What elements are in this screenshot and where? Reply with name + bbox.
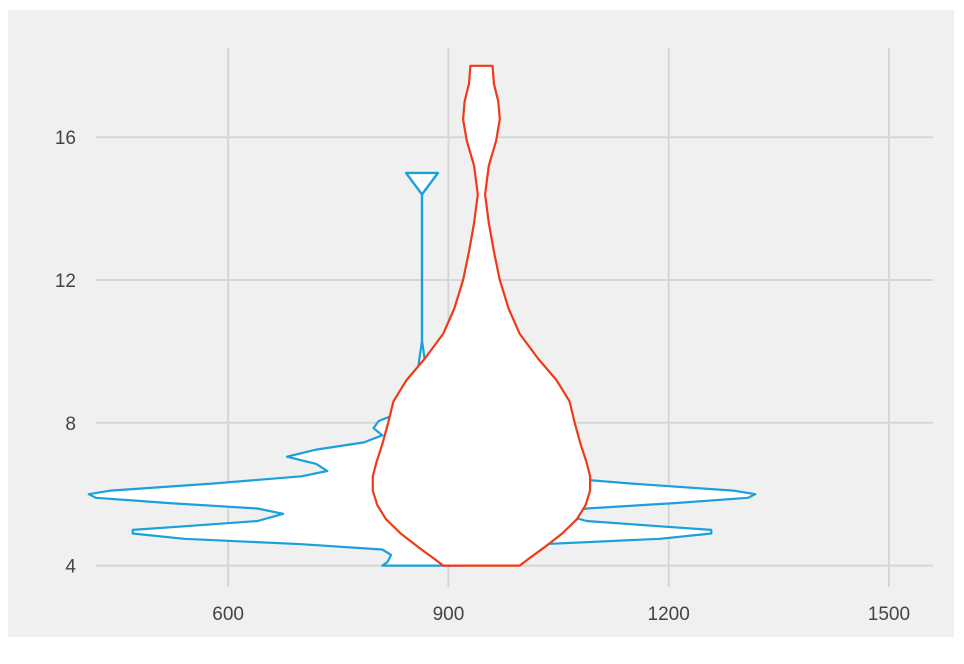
violins (87, 64, 757, 567)
x-tick-label: 1200 (648, 604, 690, 625)
x-tick-label: 900 (433, 604, 465, 625)
violin-cap (404, 171, 440, 196)
x-tick-label: 1500 (868, 604, 910, 625)
y-tick-label: 16 (55, 128, 76, 149)
y-tick-label: 12 (55, 271, 76, 292)
violin-series-2 (371, 64, 592, 567)
y-tick-label: 8 (65, 414, 76, 435)
x-tick-label: 600 (212, 604, 244, 625)
y-tick-label: 4 (65, 557, 76, 578)
tick-labels: 600 900 1200 1500 4 8 12 16 (55, 128, 910, 625)
